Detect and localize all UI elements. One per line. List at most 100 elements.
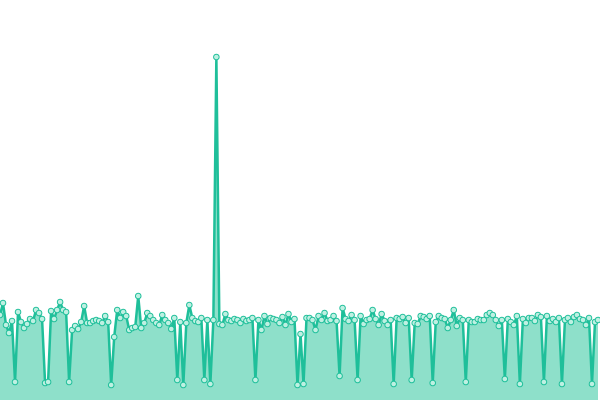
data-point[interactable] [279, 313, 286, 321]
data-point[interactable] [155, 321, 163, 329]
data-point[interactable] [44, 378, 52, 386]
data-point[interactable] [213, 53, 220, 61]
data-point[interactable] [588, 380, 596, 388]
data-point[interactable] [210, 316, 217, 324]
data-point[interactable] [47, 307, 55, 315]
data-point[interactable] [53, 306, 61, 314]
data-point[interactable] [555, 314, 563, 322]
data-point[interactable] [366, 315, 373, 323]
data-point[interactable] [492, 316, 500, 324]
data-point[interactable] [336, 372, 343, 380]
data-point[interactable] [297, 330, 304, 338]
data-point[interactable] [134, 292, 142, 300]
data-point[interactable] [282, 321, 289, 329]
data-point[interactable] [459, 316, 467, 324]
data-point[interactable] [432, 318, 440, 326]
data-point[interactable] [8, 317, 16, 325]
data-point[interactable] [318, 316, 325, 324]
data-point[interactable] [65, 378, 73, 386]
data-point[interactable] [122, 312, 130, 320]
data-point[interactable] [140, 319, 148, 327]
data-point[interactable] [345, 317, 352, 325]
data-point[interactable] [17, 318, 25, 326]
data-point[interactable] [378, 310, 385, 318]
data-point[interactable] [38, 315, 46, 323]
data-point[interactable] [198, 314, 205, 322]
data-point[interactable] [369, 306, 376, 314]
data-point[interactable] [567, 318, 575, 326]
data-point[interactable] [294, 381, 301, 389]
data-point[interactable] [540, 378, 548, 386]
data-point[interactable] [513, 312, 521, 320]
data-point[interactable] [252, 376, 259, 384]
data-point[interactable] [426, 312, 434, 320]
data-point[interactable] [62, 308, 70, 316]
data-point[interactable] [291, 315, 298, 323]
data-point[interactable] [543, 312, 551, 320]
data-point[interactable] [0, 299, 7, 307]
data-point[interactable] [594, 316, 600, 324]
data-point[interactable] [321, 309, 328, 317]
data-point[interactable] [531, 317, 539, 325]
data-point[interactable] [387, 316, 394, 324]
data-point[interactable] [333, 317, 340, 325]
data-point[interactable] [164, 319, 172, 327]
data-point[interactable] [339, 304, 346, 312]
data-point[interactable] [498, 316, 506, 324]
data-point[interactable] [177, 318, 184, 326]
data-point[interactable] [258, 326, 265, 334]
data-point[interactable] [582, 321, 590, 329]
data-point[interactable] [444, 324, 452, 332]
data-point[interactable] [489, 311, 497, 319]
data-point[interactable] [330, 312, 337, 320]
data-point[interactable] [204, 316, 211, 324]
data-point[interactable] [285, 310, 292, 318]
data-point[interactable] [462, 378, 470, 386]
data-point[interactable] [357, 312, 364, 320]
data-point[interactable] [522, 319, 530, 327]
data-point[interactable] [480, 316, 488, 324]
data-point[interactable] [453, 322, 461, 330]
data-point[interactable] [375, 321, 382, 329]
data-point[interactable] [399, 313, 406, 321]
data-point[interactable] [77, 318, 85, 326]
data-point[interactable] [219, 321, 226, 329]
data-point[interactable] [5, 329, 13, 337]
data-point[interactable] [104, 318, 112, 326]
data-point[interactable] [447, 316, 455, 324]
data-point[interactable] [113, 306, 121, 314]
data-point[interactable] [180, 381, 187, 389]
data-point[interactable] [579, 316, 587, 324]
data-point[interactable] [414, 320, 422, 328]
data-point[interactable] [137, 324, 145, 332]
data-point[interactable] [516, 380, 524, 388]
data-point[interactable] [183, 319, 190, 327]
data-point[interactable] [23, 320, 31, 328]
data-point[interactable] [80, 302, 88, 310]
data-point[interactable] [558, 380, 566, 388]
data-point[interactable] [167, 325, 175, 333]
data-point[interactable] [11, 378, 19, 386]
data-point[interactable] [429, 379, 437, 387]
data-point[interactable] [249, 314, 256, 322]
data-point[interactable] [50, 315, 58, 323]
data-point[interactable] [101, 312, 109, 320]
data-point[interactable] [261, 312, 268, 320]
data-point[interactable] [264, 320, 271, 328]
data-point[interactable] [29, 317, 37, 325]
data-point[interactable] [309, 316, 316, 324]
data-point[interactable] [0, 311, 4, 319]
data-point[interactable] [402, 319, 409, 327]
data-point[interactable] [276, 319, 283, 327]
data-point[interactable] [255, 316, 262, 324]
data-point[interactable] [405, 314, 412, 322]
data-point[interactable] [131, 323, 139, 331]
data-point[interactable] [116, 314, 124, 322]
data-point[interactable] [201, 376, 208, 384]
data-point[interactable] [354, 376, 361, 384]
data-point[interactable] [35, 309, 43, 317]
data-point[interactable] [2, 321, 10, 329]
data-point[interactable] [110, 333, 118, 341]
data-point[interactable] [312, 326, 319, 334]
data-point[interactable] [441, 315, 449, 323]
